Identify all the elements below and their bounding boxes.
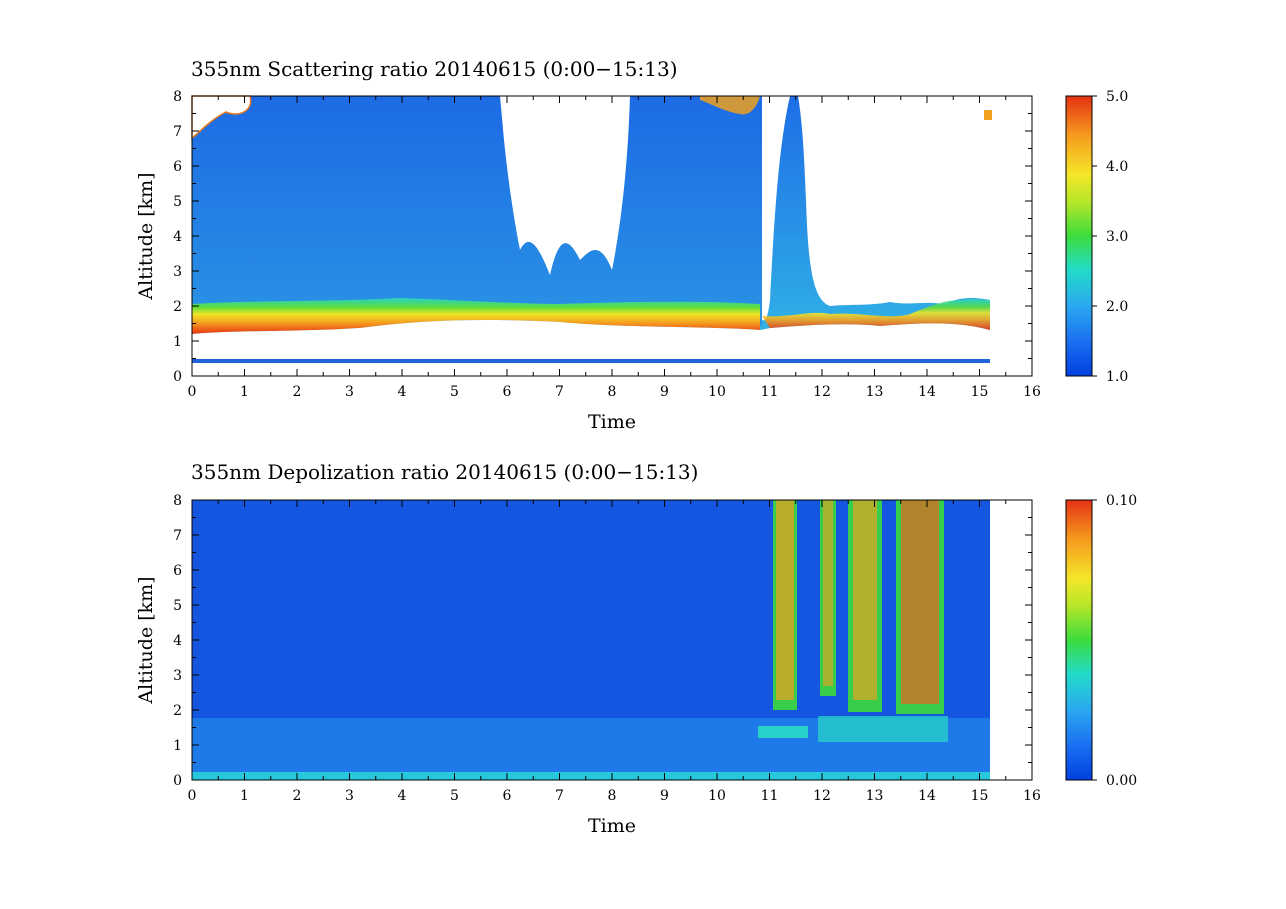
- colorbar: 0.00 0.10: [1065, 493, 1137, 789]
- surface-layer: [192, 772, 990, 780]
- x-tick-label: 13: [866, 788, 884, 804]
- x-tick-label: 16: [1023, 788, 1041, 804]
- depol-column-2-core: [823, 500, 833, 686]
- y-tick-label: 3: [173, 264, 182, 280]
- y-tick-label: 2: [173, 299, 182, 315]
- surface-line: [192, 359, 990, 363]
- x-tick-label: 16: [1023, 384, 1041, 400]
- chart-title: 355nm Depolization ratio 20140615 (0:00−…: [191, 460, 698, 484]
- y-tick-label: 5: [173, 598, 182, 614]
- x-tick-label: 1: [240, 384, 249, 400]
- colorbar-gradient: [1065, 499, 1093, 781]
- colorbar-tick-label: 0.00: [1106, 773, 1137, 789]
- colorbar-ticks: 0.00 0.10: [1092, 493, 1137, 789]
- x-tick-label: 2: [293, 384, 302, 400]
- colorbar-tick-label: 0.10: [1106, 493, 1137, 509]
- x-tick-label: 8: [608, 384, 617, 400]
- y-tick-label: 6: [173, 563, 182, 579]
- colorbar: 1.0 2.0 3.0 4.0 5.0: [1065, 89, 1128, 385]
- x-tick-label: 6: [503, 384, 512, 400]
- x-tick-label: 14: [918, 788, 936, 804]
- x-tick-label: 13: [866, 384, 884, 400]
- x-tick-label: 14: [918, 384, 936, 400]
- x-tick-label: 11: [761, 788, 779, 804]
- x-tick-label: 9: [660, 384, 669, 400]
- colorbar-tick-label: 3.0: [1106, 229, 1128, 245]
- x-tick-label: 10: [708, 384, 726, 400]
- low-cloud-right: [762, 299, 990, 330]
- y-tick-label: 7: [173, 124, 182, 140]
- no-signal-gap-1: [500, 96, 630, 275]
- depol-column-1-core: [776, 500, 794, 700]
- x-axis: 0 1 2 3 4 5 6 7 8 9 10 11 12 13 14 15 16: [188, 96, 1041, 400]
- chart-title: 355nm Scattering ratio 20140615 (0:00−15…: [191, 57, 678, 81]
- x-tick-label: 6: [503, 788, 512, 804]
- cirrus-top-right: [984, 110, 992, 120]
- y-tick-label: 8: [173, 493, 182, 509]
- heatmap-area: [192, 500, 990, 780]
- x-tick-label: 0: [188, 384, 197, 400]
- y-tick-label: 4: [173, 633, 182, 649]
- colorbar-tick-label: 2.0: [1106, 299, 1128, 315]
- x-tick-label: 12: [813, 788, 831, 804]
- cirrus-top-left: [191, 95, 252, 140]
- x-axis-label: Time: [588, 815, 636, 837]
- y-tick-label: 1: [173, 738, 182, 754]
- x-tick-label: 10: [708, 788, 726, 804]
- y-tick-label: 4: [173, 229, 182, 245]
- colorbar-ticks: 1.0 2.0 3.0 4.0 5.0: [1092, 89, 1128, 385]
- x-tick-label: 12: [813, 384, 831, 400]
- no-signal-lower: [192, 320, 990, 360]
- scattering-ratio-panel: 355nm Scattering ratio 20140615 (0:00−15…: [135, 57, 1128, 433]
- colorbar-tick-label: 4.0: [1106, 159, 1128, 175]
- y-axis: 0 1 2 3 4 5 6 7 8: [173, 493, 1032, 789]
- below-surface: [192, 363, 990, 376]
- x-tick-label: 7: [555, 384, 564, 400]
- boundary-layer-band: [192, 298, 760, 334]
- y-tick-label: 6: [173, 159, 182, 175]
- y-tick-label: 3: [173, 668, 182, 684]
- x-axis-label: Time: [588, 411, 636, 433]
- y-tick-label: 2: [173, 703, 182, 719]
- heatmap-upper-layer: [192, 96, 762, 326]
- colorbar-tick-label: 1.0: [1106, 369, 1128, 385]
- x-tick-label: 4: [398, 384, 407, 400]
- y-tick-label: 8: [173, 89, 182, 105]
- depol-low-patch-1: [758, 726, 808, 738]
- y-tick-label: 5: [173, 194, 182, 210]
- y-axis-label: Altitude [km]: [135, 576, 157, 704]
- x-tick-label: 5: [450, 788, 459, 804]
- x-axis: 0 1 2 3 4 5 6 7 8 9 10 11 12 13 14 15 16: [188, 500, 1041, 804]
- x-tick-label: 5: [450, 384, 459, 400]
- cirrus-top-mid: [700, 96, 760, 115]
- depol-low-patch-2: [818, 716, 948, 742]
- y-tick-label: 1: [173, 334, 182, 350]
- x-tick-label: 15: [971, 384, 989, 400]
- y-axis: 0 1 2 3 4 5 6 7 8: [173, 89, 1032, 385]
- x-tick-label: 0: [188, 788, 197, 804]
- x-tick-label: 2: [293, 788, 302, 804]
- x-tick-label: 3: [345, 384, 354, 400]
- x-tick-label: 11: [761, 384, 779, 400]
- y-tick-label: 0: [173, 773, 182, 789]
- x-tick-label: 3: [345, 788, 354, 804]
- depol-column-4-core: [901, 500, 939, 704]
- heatmap-area: [191, 95, 992, 376]
- colorbar-tick-label: 5.0: [1106, 89, 1128, 105]
- colorbar-gradient: [1065, 95, 1093, 377]
- no-signal-right: [762, 96, 990, 321]
- x-tick-label: 15: [971, 788, 989, 804]
- y-tick-label: 7: [173, 528, 182, 544]
- y-tick-label: 0: [173, 369, 182, 385]
- x-tick-label: 9: [660, 788, 669, 804]
- x-tick-label: 8: [608, 788, 617, 804]
- dust-columns: [758, 500, 948, 742]
- x-tick-label: 1: [240, 788, 249, 804]
- depolarization-ratio-panel: 355nm Depolization ratio 20140615 (0:00−…: [135, 460, 1137, 837]
- x-tick-label: 7: [555, 788, 564, 804]
- depol-column-3-core: [853, 500, 877, 700]
- x-tick-label: 4: [398, 788, 407, 804]
- y-axis-label: Altitude [km]: [135, 172, 157, 300]
